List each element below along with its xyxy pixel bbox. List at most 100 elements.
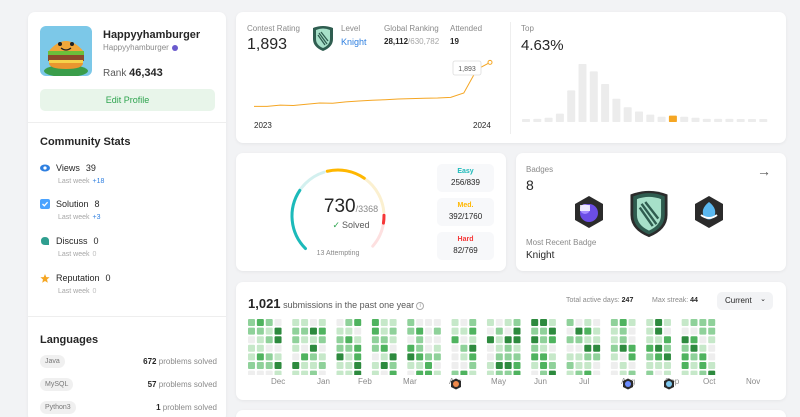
heatmap-cell: [354, 336, 362, 344]
chevron-down-icon: ⌄: [760, 296, 766, 303]
month-label: Jun: [534, 377, 547, 386]
heatmap-cell: [371, 344, 379, 352]
badge-sql-icon[interactable]: [692, 195, 726, 234]
heatmap-cell: [425, 319, 432, 326]
heatmap-cell: [416, 319, 424, 326]
heatmap-cell: [646, 327, 654, 335]
month-label: Dec: [271, 377, 286, 386]
histogram-bar: [567, 90, 576, 122]
heatmap-cell: [433, 344, 441, 352]
difficulty-easy[interactable]: Easy 256/839: [437, 164, 494, 192]
knight-large-badge-icon[interactable]: [626, 189, 672, 244]
heatmap-cell: [708, 327, 716, 335]
stat-value: 0: [93, 236, 99, 246]
heatmap-cell: [628, 327, 636, 335]
histogram-bar: [635, 111, 643, 122]
heatmap-cell: [708, 319, 716, 326]
heatmap-cell: [416, 344, 424, 352]
heatmap-cell: [593, 370, 601, 375]
difficulty-medium[interactable]: Med. 392/1760: [437, 198, 494, 226]
contest-badge-icon[interactable]: [622, 377, 634, 395]
heatmap-cell: [469, 362, 477, 369]
stat-solution: Solution 8 Last week +3: [40, 199, 220, 221]
heatmap-cell: [540, 370, 548, 375]
medium-value: 392/1760: [448, 212, 483, 221]
global-ranking-label: Global Ranking: [384, 24, 439, 33]
histogram-bar: [612, 98, 621, 122]
heatmap-cell: [469, 327, 477, 335]
arrow-right-icon[interactable]: →: [757, 163, 771, 179]
heatmap-cell: [486, 327, 494, 335]
badges-label: Badges: [526, 165, 554, 174]
heatmap-cell: [655, 353, 663, 361]
heatmap-cell: [274, 327, 282, 335]
heatmap-cell: [301, 336, 309, 344]
heatmap-cell: [495, 370, 503, 375]
contest-badge-icon[interactable]: [663, 377, 675, 395]
heatmap-cell: [593, 327, 601, 335]
language-tag[interactable]: Python3: [40, 401, 76, 414]
year-start-label: 2023: [254, 121, 272, 130]
heatmap-cell: [504, 327, 512, 335]
avatar[interactable]: [40, 26, 92, 76]
histogram-bar: [680, 116, 689, 122]
histogram-bar: [601, 84, 610, 122]
heatmap-cell: [256, 319, 264, 326]
heatmap-cell: [318, 344, 326, 352]
heatmap-cell: [248, 319, 255, 326]
heatmap-cell: [265, 353, 273, 361]
heatmap-cell: [425, 353, 432, 361]
solved-progress-ring[interactable]: [286, 166, 396, 266]
heatmap-cell: [389, 353, 397, 361]
tooltip-value: 1,893: [458, 66, 476, 73]
check-square-icon: [40, 199, 50, 209]
heatmap-cell: [416, 353, 424, 361]
heatmap-cell: [646, 319, 654, 326]
info-icon[interactable]: i: [416, 301, 425, 310]
heatmap-cell: [655, 319, 663, 326]
stat-value: 0: [105, 273, 111, 283]
max-streak-value: 44: [690, 297, 698, 304]
heatmap-cell: [513, 370, 521, 375]
hard-value: 82/769: [453, 246, 478, 255]
heatmap-cell: [690, 362, 698, 369]
rating-line-chart[interactable]: 1,893: [250, 56, 500, 116]
heatmap-cell: [699, 319, 707, 326]
heatmap-cell: [460, 319, 468, 326]
heatmap-cell: [309, 353, 317, 361]
stat-label: Reputation: [56, 273, 100, 283]
language-row-java: Java 672 problems solved: [40, 355, 217, 368]
language-tag[interactable]: MySQL: [40, 378, 74, 391]
histogram-bar: [668, 115, 677, 122]
difficulty-hard[interactable]: Hard 82/769: [437, 232, 494, 260]
histogram-bar: [657, 116, 666, 122]
heatmap-cell: [433, 336, 441, 344]
stat-sub-label: Last week: [58, 178, 90, 185]
contest-badge-icon[interactable]: [450, 377, 462, 395]
edit-profile-button[interactable]: Edit Profile: [40, 89, 215, 111]
heatmap-cell: [531, 370, 539, 375]
heatmap-cell: [292, 327, 300, 335]
heatmap-cell: [646, 370, 654, 375]
heatmap-cell: [389, 370, 397, 375]
heatmap-cell: [584, 370, 592, 375]
heatmap-cell: [628, 336, 636, 344]
heatmap-cell: [451, 344, 459, 352]
rating-histogram[interactable]: [522, 64, 772, 130]
year-select[interactable]: Current ⌄: [717, 292, 773, 310]
heatmap-cell: [425, 327, 432, 335]
heatmap-cell: [380, 327, 388, 335]
stat-delta: 0: [92, 288, 97, 295]
solved-text: Solved: [342, 220, 370, 230]
heatmap-cell: [416, 370, 424, 375]
contest-rating-label: Contest Rating: [247, 24, 300, 33]
heatmap-cell: [256, 362, 264, 369]
submission-heatmap[interactable]: [248, 319, 773, 375]
language-tag[interactable]: Java: [40, 355, 65, 368]
stat-discuss: Discuss 0 Last week 0: [40, 236, 220, 258]
heatmap-cell: [566, 327, 574, 335]
heatmap-cell: [248, 353, 255, 361]
heatmap-cell: [425, 362, 432, 369]
max-streak-label: Max streak:: [652, 297, 689, 304]
badge-2024-icon[interactable]: [572, 195, 606, 234]
